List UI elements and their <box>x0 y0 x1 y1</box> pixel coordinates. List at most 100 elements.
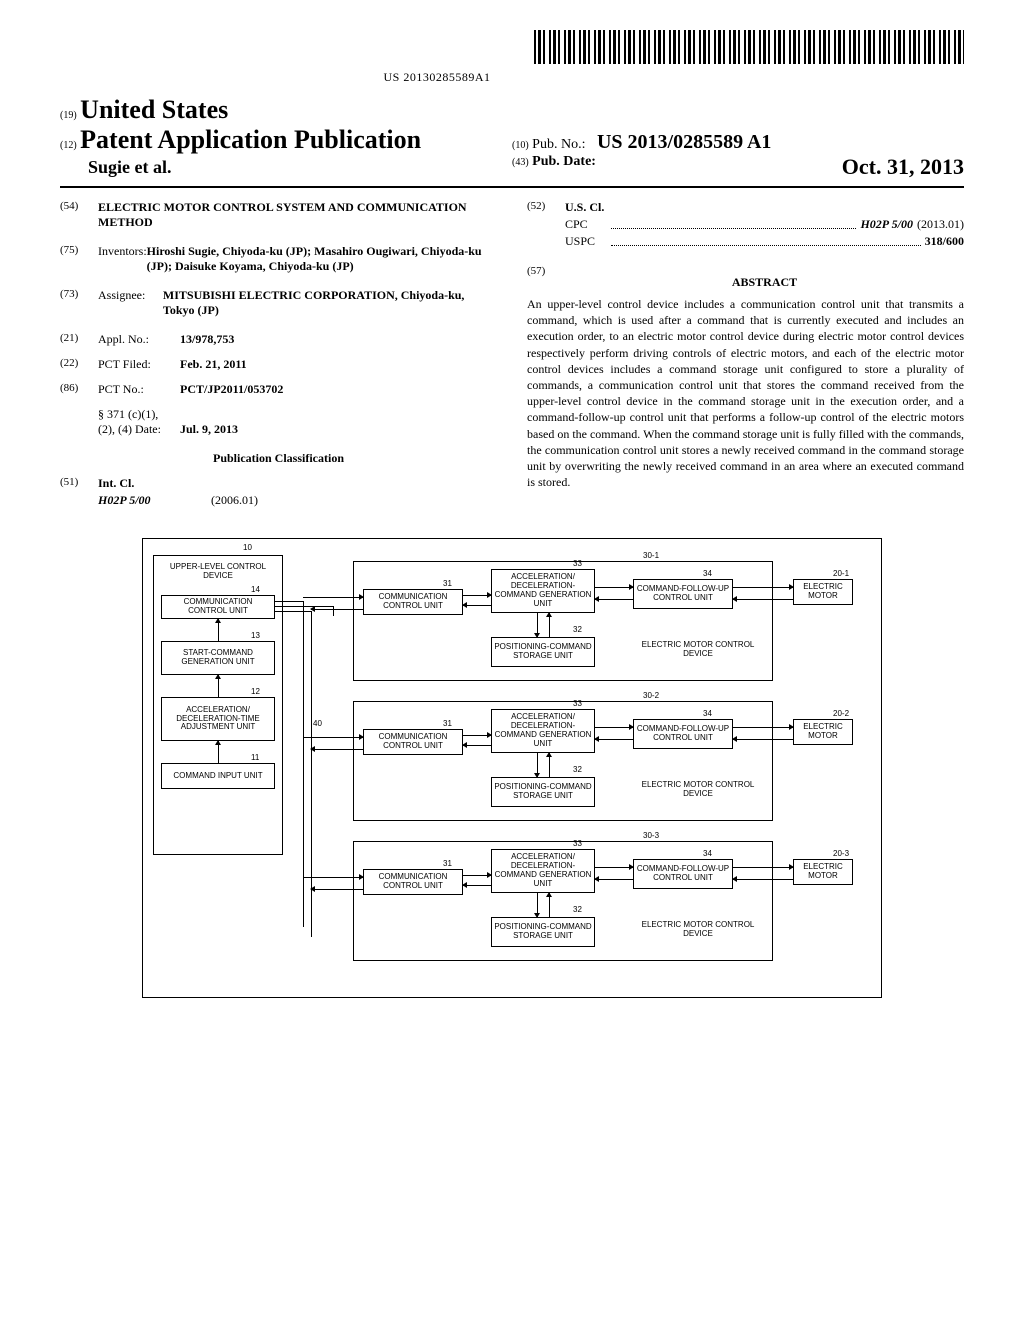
conn-line <box>333 606 334 616</box>
conn-line <box>733 587 793 588</box>
abstract-text: An upper-level control device includes a… <box>527 296 964 490</box>
dotted-leader <box>611 228 856 229</box>
conn-line <box>549 893 550 917</box>
code-12: (12) <box>60 140 77 151</box>
ref-40: 40 <box>313 719 322 728</box>
conn-line <box>218 619 219 641</box>
code-86: (86) <box>60 382 98 397</box>
conn-line <box>595 587 633 588</box>
ref-20-2: 20-2 <box>833 709 849 718</box>
device-3-label: ELECTRIC MOTOR CONTROL DEVICE <box>633 919 763 941</box>
box-cmd-input: COMMAND INPUT UNIT <box>161 763 275 789</box>
ref-30-2: 30-2 <box>643 691 659 700</box>
ref-31-3: 31 <box>443 859 452 868</box>
conn-line <box>537 753 538 777</box>
invention-title: ELECTRIC MOTOR CONTROL SYSTEM AND COMMUN… <box>98 200 497 230</box>
box-comm-ctrl-2: COMMUNICATION CONTROL UNIT <box>363 729 463 755</box>
section-371-date: Jul. 9, 2013 <box>180 422 238 437</box>
box-followup-2: COMMAND-FOLLOW-UP CONTROL UNIT <box>633 719 733 749</box>
conn-line <box>463 735 491 736</box>
system-block-diagram: 10 UPPER-LEVEL CONTROL DEVICE 14 COMMUNI… <box>142 538 882 998</box>
inventors-list: Hiroshi Sugie, Chiyoda-ku (JP); Masahiro… <box>147 244 497 274</box>
appl-no: 13/978,753 <box>180 332 234 347</box>
right-column: (52) U.S. Cl. CPC H02P 5/00 (2013.01) US… <box>527 200 964 508</box>
appl-no-label: Appl. No.: <box>98 332 180 347</box>
conn-line <box>595 867 633 868</box>
box-pos-storage-3: POSITIONING-COMMAND STORAGE UNIT <box>491 917 595 947</box>
authors-line: Sugie et al. <box>88 157 512 178</box>
country-name: United States <box>80 95 228 124</box>
pub-no-label: Pub. No.: <box>532 137 585 152</box>
conn-line <box>733 599 793 600</box>
ref-33-3: 33 <box>573 839 582 848</box>
ref-11: 11 <box>251 753 259 762</box>
conn-line <box>595 739 633 740</box>
pct-filed-date: Feb. 21, 2011 <box>180 357 247 372</box>
box-comm-ctrl-upper: COMMUNICATION CONTROL UNIT <box>161 595 275 619</box>
ref-33: 33 <box>573 559 582 568</box>
code-19: (19) <box>60 110 77 121</box>
figure-wrap: 10 UPPER-LEVEL CONTROL DEVICE 14 COMMUNI… <box>60 538 964 998</box>
conn-line <box>303 597 363 598</box>
ref-30-3: 30-3 <box>643 831 659 840</box>
ref-20-3: 20-3 <box>833 849 849 858</box>
cpc-label: CPC <box>565 217 607 232</box>
ref-30-1: 30-1 <box>643 551 659 560</box>
conn-line <box>595 599 633 600</box>
code-73: (73) <box>60 288 98 318</box>
assignee-label: Assignee: <box>98 288 163 318</box>
pct-no: PCT/JP2011/053702 <box>180 382 283 397</box>
code-43: (43) <box>512 157 529 168</box>
box-pos-storage-2: POSITIONING-COMMAND STORAGE UNIT <box>491 777 595 807</box>
ref-10: 10 <box>243 543 252 552</box>
assignee-value: MITSUBISHI ELECTRIC CORPORATION, Chiyoda… <box>163 288 497 318</box>
int-cl-code: H02P 5/00 <box>98 493 208 508</box>
box-pos-storage-1: POSITIONING-COMMAND STORAGE UNIT <box>491 637 595 667</box>
uspc-label: USPC <box>565 234 607 249</box>
conn-line <box>733 867 793 868</box>
code-75: (75) <box>60 244 98 274</box>
cpc-value: H02P 5/00 <box>860 217 913 232</box>
conn-line <box>275 606 333 607</box>
abstract-heading: ABSTRACT <box>565 275 964 290</box>
ref-20-1: 20-1 <box>833 569 849 578</box>
box-accel-time: ACCELERATION/ DECELERATION-TIME ADJUSTME… <box>161 697 275 741</box>
ref-13: 13 <box>251 631 260 640</box>
ref-12: 12 <box>251 687 260 696</box>
publication-date: Oct. 31, 2013 <box>842 154 964 180</box>
conn-line <box>463 745 491 746</box>
box-motor-1: ELECTRIC MOTOR <box>793 579 853 605</box>
conn-line <box>733 739 793 740</box>
pct-no-label: PCT No.: <box>98 382 180 397</box>
code-57: (57) <box>527 265 565 296</box>
pub-date-label: Pub. Date: <box>532 154 596 169</box>
publication-type: Patent Application Publication <box>80 125 421 154</box>
ref-34: 34 <box>703 569 712 578</box>
conn-line <box>549 613 550 637</box>
code-21: (21) <box>60 332 98 347</box>
box-comm-ctrl-1: COMMUNICATION CONTROL UNIT <box>363 589 463 615</box>
code-52: (52) <box>527 200 565 215</box>
conn-line <box>463 595 491 596</box>
barcode-text: US 20130285589A1 <box>60 70 814 85</box>
box-accel-cmd-2: ACCELERATION/ DECELERATION-COMMAND GENER… <box>491 709 595 753</box>
conn-line <box>303 737 363 738</box>
barcode-section: US 20130285589A1 <box>60 30 964 85</box>
ref-33-2: 33 <box>573 699 582 708</box>
pub-classification-heading: Publication Classification <box>60 451 497 466</box>
ref-31-2: 31 <box>443 719 452 728</box>
conn-line <box>275 601 303 602</box>
ref-31: 31 <box>443 579 452 588</box>
ref-14: 14 <box>251 585 260 594</box>
publication-header: (19) United States (12) Patent Applicati… <box>60 95 964 188</box>
conn-line <box>463 875 491 876</box>
upper-level-title: UPPER-LEVEL CONTROL DEVICE <box>161 561 275 583</box>
inventors-label: Inventors: <box>98 244 147 274</box>
code-51: (51) <box>60 476 98 491</box>
us-cl-label: U.S. Cl. <box>565 200 604 215</box>
box-start-cmd: START-COMMAND GENERATION UNIT <box>161 641 275 675</box>
ref-34-3: 34 <box>703 849 712 858</box>
conn-line <box>537 613 538 637</box>
conn-line <box>218 675 219 697</box>
conn-line <box>218 741 219 763</box>
